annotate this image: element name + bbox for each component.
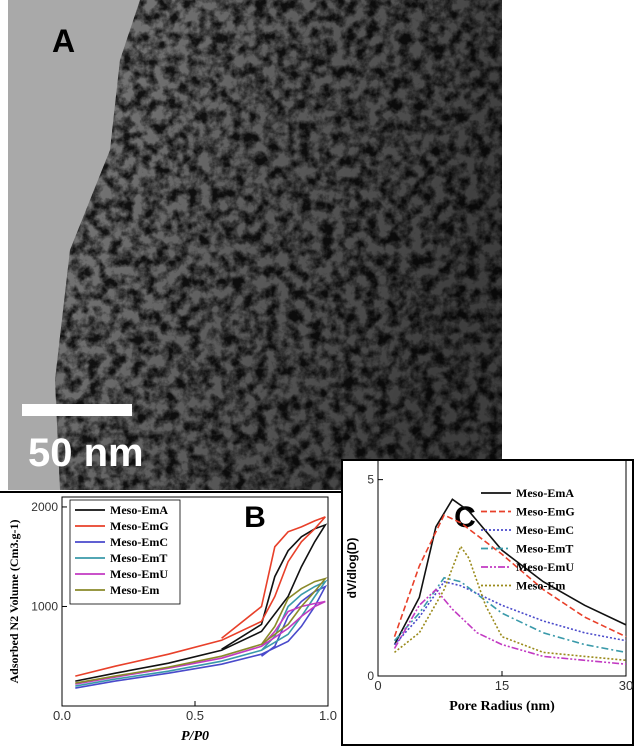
- x-axis-title: P/P0: [181, 729, 209, 744]
- legend-label: Meso-EmU: [516, 560, 574, 574]
- y-tick-label: 5: [367, 473, 374, 487]
- series-line: [393, 498, 627, 645]
- tem-image: A 50 nm: [8, 0, 502, 490]
- series-line: [75, 600, 326, 685]
- legend-box: [69, 499, 181, 605]
- x-tick-label: 30: [619, 678, 633, 693]
- x-tick-label: 1.0: [319, 708, 337, 723]
- series-line: [393, 513, 627, 638]
- series-line: [394, 544, 627, 662]
- x-tick-label: 15: [495, 678, 509, 693]
- x-tick-label: 0.0: [53, 708, 71, 723]
- legend-label: Meso-Em: [516, 579, 565, 593]
- y-axis-title: Adsorbed N2 Volume (Cm3.g-1): [7, 519, 21, 683]
- legend-label: Meso-EmA: [110, 503, 168, 517]
- legend-label: Meso-EmG: [516, 505, 575, 519]
- charts: 0.0 0.5 1.0 1000 2000 B P/P0 Adsorbed N2 Volume…: [7, 459, 633, 744]
- series-line: [75, 584, 328, 689]
- panel-label: A: [52, 23, 75, 59]
- chart-title: C: [454, 501, 476, 534]
- series-line: [75, 516, 326, 677]
- legend-label: Meso-Em: [110, 583, 159, 597]
- x-tick-label: 0.5: [186, 708, 204, 723]
- series-line: [75, 523, 328, 682]
- legend-label: Meso-EmT: [516, 542, 573, 556]
- legend-label: Meso-EmC: [516, 523, 574, 537]
- series-line: [393, 588, 627, 665]
- x-tick-label: 0: [374, 678, 381, 693]
- y-axis-title: dV/dlog(D): [345, 538, 359, 599]
- legend-label: Meso-EmC: [110, 535, 168, 549]
- scale-bar-label: 50 nm: [28, 431, 144, 475]
- series-line: [393, 576, 627, 654]
- x-axis-title: Pore Radius (nm): [449, 699, 555, 714]
- y-tick-label: 0: [367, 669, 374, 683]
- legend-label: Meso-EmG: [110, 519, 169, 533]
- series-line: [75, 577, 328, 684]
- y-tick-label: 1000: [31, 599, 58, 613]
- series-line: [75, 579, 328, 687]
- legend-label: Meso-EmT: [110, 551, 167, 565]
- scale-bar: [22, 404, 132, 416]
- chart-title: B: [244, 501, 266, 534]
- y-tick-label: 2000: [31, 500, 58, 514]
- legend-label: Meso-EmA: [516, 486, 574, 500]
- legend-label: Meso-EmU: [110, 567, 168, 581]
